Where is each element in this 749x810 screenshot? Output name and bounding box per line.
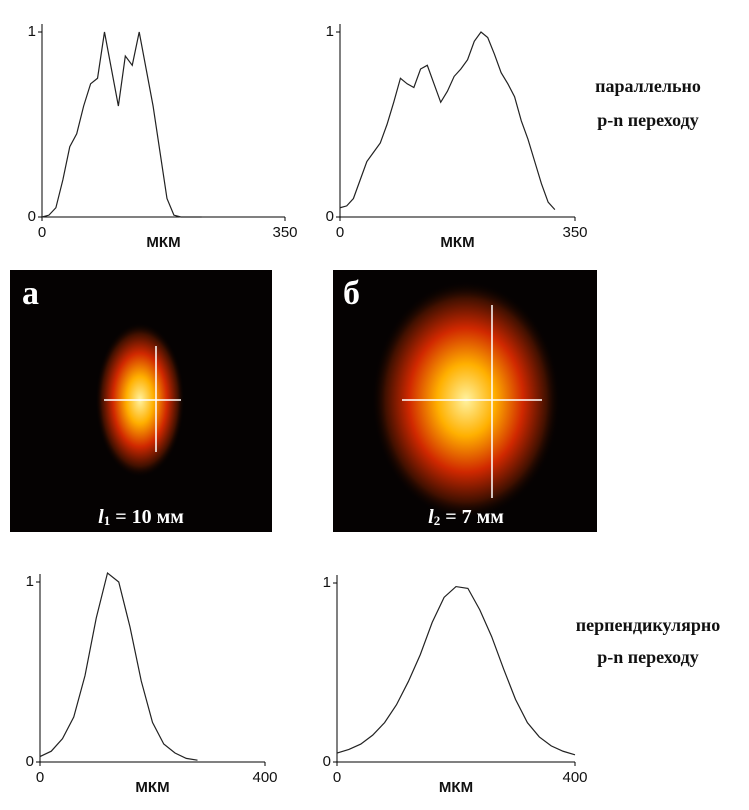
y-tick-label: 1 bbox=[26, 573, 34, 590]
image-a: а l1 = 10 мм bbox=[10, 270, 272, 532]
panel-letter: б bbox=[343, 275, 360, 312]
profile-line bbox=[336, 585, 576, 756]
y-tick-label: 0 bbox=[326, 208, 334, 225]
x-tick-label: 400 bbox=[252, 769, 277, 786]
x-axis-label: МКМ bbox=[135, 779, 169, 796]
side-label: p-n переходу bbox=[597, 647, 698, 667]
y-tick-label: 1 bbox=[28, 23, 36, 40]
profile-line bbox=[41, 31, 202, 218]
sub: 2 bbox=[434, 513, 441, 528]
x-axis-label: МКМ bbox=[439, 779, 473, 796]
x-axis-label: МКМ bbox=[146, 234, 180, 251]
y-tick-label: 0 bbox=[323, 753, 331, 770]
rest: = 10 мм bbox=[110, 506, 184, 528]
side-label: параллельно bbox=[595, 76, 701, 96]
x-tick-label: 400 bbox=[562, 769, 587, 786]
y-tick-label: 1 bbox=[326, 23, 334, 40]
side-label: перпендикулярно bbox=[576, 615, 720, 635]
x-tick-label: 0 bbox=[38, 224, 46, 241]
profile-line bbox=[39, 571, 198, 761]
profile-line bbox=[339, 31, 556, 211]
sub: 1 bbox=[104, 513, 111, 528]
rest: = 7 мм bbox=[440, 506, 504, 528]
y-tick-label: 1 bbox=[323, 574, 331, 591]
y-tick-label: 0 bbox=[28, 208, 36, 225]
x-axis-label: МКМ bbox=[440, 234, 474, 251]
x-tick-label: 0 bbox=[336, 224, 344, 241]
side-label: p-n переходу bbox=[597, 110, 698, 130]
distance-label: l1 = 10 мм bbox=[98, 506, 184, 528]
var: l bbox=[428, 506, 434, 528]
x-tick-label: 0 bbox=[36, 769, 44, 786]
x-tick-label: 0 bbox=[333, 769, 341, 786]
x-tick-label: 350 bbox=[562, 224, 587, 241]
image-b: б l2 = 7 мм bbox=[333, 270, 597, 532]
var: l bbox=[98, 506, 104, 528]
y-tick-label: 0 bbox=[26, 753, 34, 770]
x-tick-label: 350 bbox=[272, 224, 297, 241]
panel-letter: а bbox=[22, 275, 39, 312]
distance-label: l2 = 7 мм bbox=[428, 506, 504, 528]
